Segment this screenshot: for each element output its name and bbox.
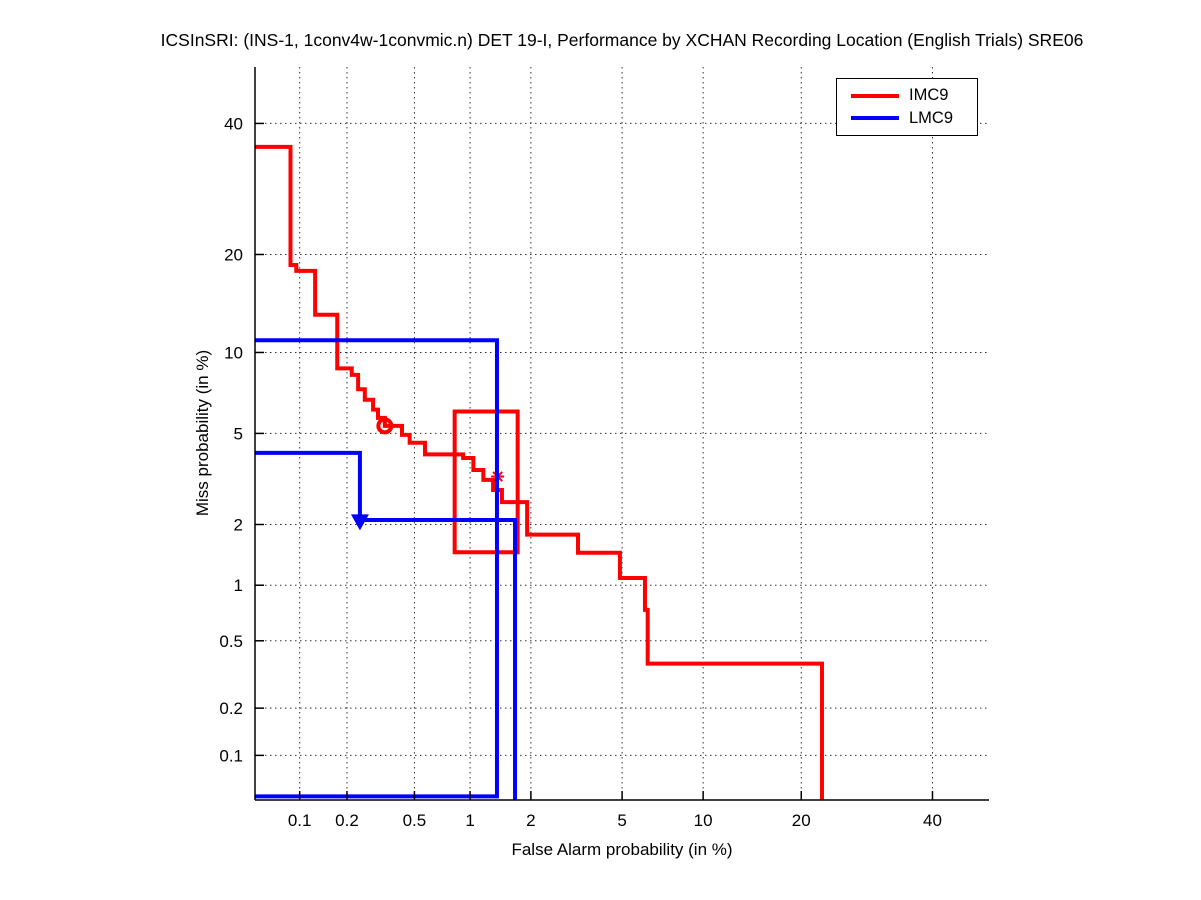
legend: IMC9 LMC9 [836,78,978,136]
y-tick-label: 1 [234,576,243,595]
marker-triangle-lmc9 [350,514,369,531]
marker-circle-imc9 [376,417,394,435]
x-tick-label: 20 [792,811,811,830]
x-tick-label: 5 [617,811,626,830]
y-tick-label: 0.1 [219,746,243,765]
legend-label-lmc9: LMC9 [909,109,954,128]
legend-item-imc9: IMC9 [837,87,977,104]
x-tick-label: 1 [465,811,474,830]
legend-item-lmc9: LMC9 [837,110,977,127]
x-tick-label: 0.5 [403,811,427,830]
x-tick-label: 2 [526,811,535,830]
x-tick-label: 10 [694,811,713,830]
y-tick-label: 2 [234,515,243,534]
x-tick-label: 0.2 [335,811,359,830]
tick-labels: 0.1 0.2 0.5 1 2 5 10 20 40 0.1 0.2 0.5 1 2 5 10 20 40 [219,114,942,830]
y-tick-label: 10 [224,343,243,362]
x-axis-label: False Alarm probability (in %) [511,840,733,859]
chart-title: ICSInSRI: (INS-1, 1conv4w-1convmic.n) DE… [160,30,1084,50]
y-tick-label: 0.2 [219,699,243,718]
y-tick-label: 20 [224,245,243,264]
legend-line-sample-imc9 [851,93,899,98]
det-curve-lmc9 [255,450,518,800]
legend-label-imc9: IMC9 [909,86,949,105]
aux-box-lmc9 [255,338,499,799]
det-curve-imc9 [255,144,824,800]
gridlines [255,67,989,800]
axes [254,67,989,801]
y-tick-label: 0.5 [219,632,243,651]
legend-line-sample-lmc9 [851,116,899,121]
x-tick-label: 40 [923,811,942,830]
y-tick-label: 5 [234,424,243,443]
y-axis-label: Miss probability (in %) [193,349,212,517]
y-tick-label: 40 [224,114,243,133]
x-tick-label: 0.1 [288,811,312,830]
